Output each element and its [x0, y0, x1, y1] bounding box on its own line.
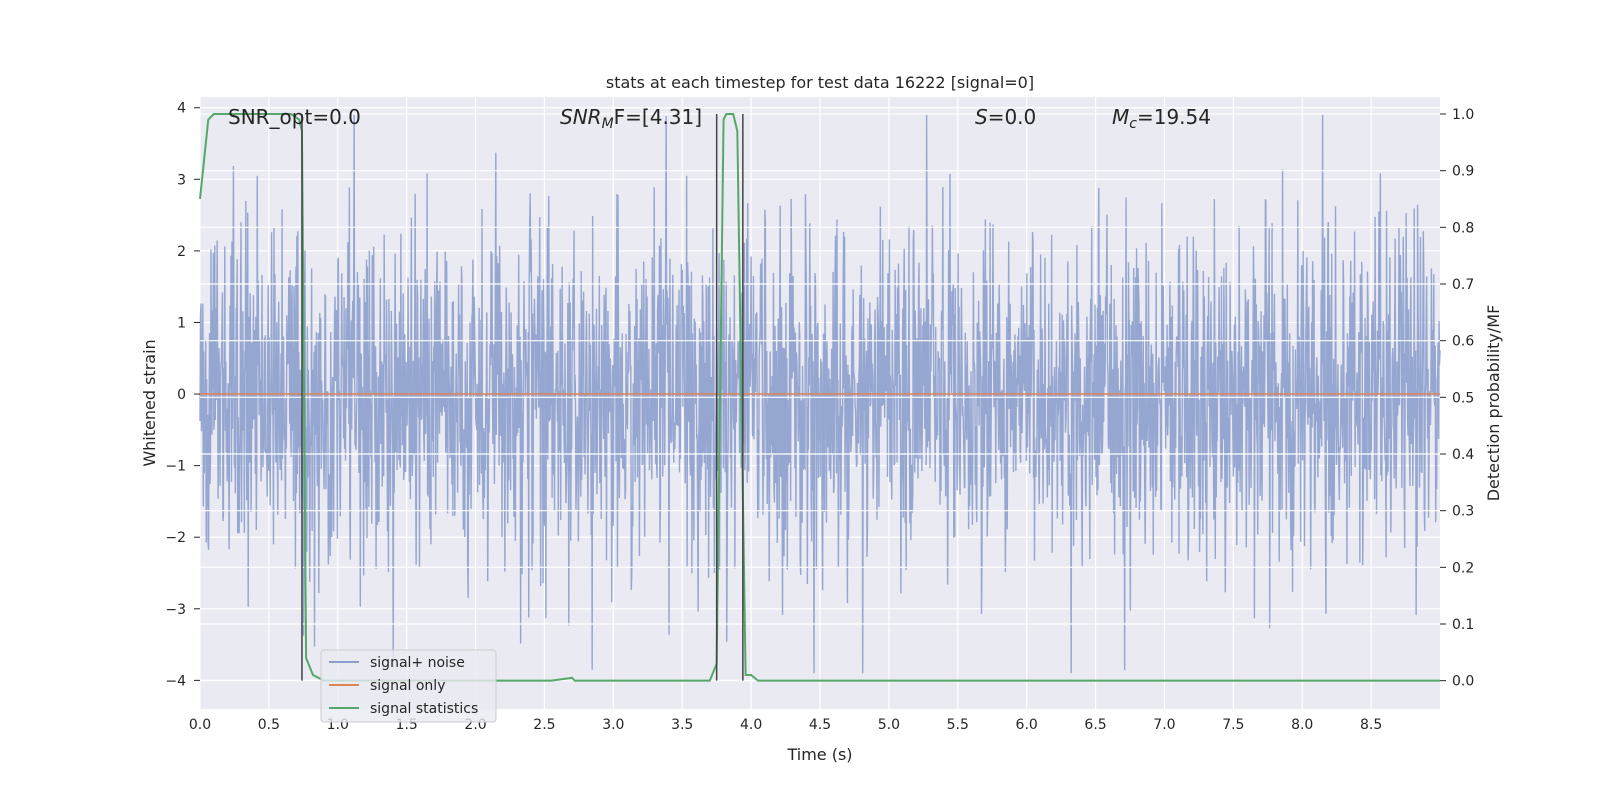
x-tick-label: 8.0 [1291, 717, 1313, 733]
y-tick-label: −1 [165, 459, 186, 475]
tick-layer: 0.0 0.5 1.0 1.5 2.0 2.5 3.0 3.5 4.0 4.5 5.0 5.5 6.0 6… [165, 101, 1474, 733]
legend-label-signal: signal only [370, 678, 445, 694]
x-tick-label: 0.0 [189, 717, 211, 733]
annotation-snr-opt: SNR_opt=0.0 [228, 105, 361, 129]
y-tick-label: −4 [165, 673, 186, 689]
series-layer [199, 114, 1441, 674]
y2-tick-label: 0.1 [1452, 617, 1474, 633]
legend-label-stats: signal statistics [370, 701, 478, 717]
annotation-s: S=0.0 [975, 105, 1036, 129]
y2-tick-label: 0.6 [1452, 334, 1474, 350]
vline-layer [301, 114, 744, 681]
y2-tick-label: 0.3 [1452, 504, 1474, 520]
x-tick-label: 8.5 [1360, 717, 1382, 733]
y-tick-label: 3 [177, 172, 186, 188]
y2-tick-label: 0.5 [1452, 390, 1474, 406]
y2-tick-label: 1.0 [1452, 107, 1474, 123]
y2-tick-label: 0.4 [1452, 447, 1474, 463]
x-tick-label: 4.0 [740, 717, 762, 733]
y-tick-label: −2 [165, 530, 186, 546]
x-tick-label: 7.5 [1222, 717, 1244, 733]
y2-grid-layer [200, 113, 1440, 682]
annotation-mc: Mc=19.54 [1112, 105, 1211, 132]
y2-tick-label: 0.2 [1452, 560, 1474, 576]
x-tick-label: 4.5 [809, 717, 831, 733]
x-tick-label: 3.5 [671, 717, 693, 733]
y-tick-label: 4 [177, 101, 186, 117]
legend-box [320, 649, 497, 723]
x-axis-label: Time (s) [786, 745, 852, 764]
legend: signal+ noise signal only signal statist… [320, 649, 497, 723]
x-tick-label: 5.5 [947, 717, 969, 733]
x-tick-label: 5.0 [878, 717, 900, 733]
y-axis-label: Whitened strain [140, 339, 159, 466]
y-tick-label: 2 [177, 244, 186, 260]
y2-axis-label: Detection probability/MF [1484, 305, 1503, 502]
y-tick-label: 0 [177, 387, 186, 403]
y2-tick-label: 0.8 [1452, 220, 1474, 236]
x-tick-label: 6.0 [1016, 717, 1038, 733]
x-tick-label: 7.0 [1153, 717, 1175, 733]
x-tick-label: 6.5 [1084, 717, 1106, 733]
y2-tick-label: 0.9 [1452, 164, 1474, 180]
y2-tick-label: 0.7 [1452, 277, 1474, 293]
chart-title: stats at each timestep for test data 162… [606, 73, 1034, 92]
y-tick-label: −3 [165, 602, 186, 618]
y2-tick-label: 0.0 [1452, 674, 1474, 690]
series-signal-noise [199, 114, 1441, 674]
x-tick-label: 0.5 [258, 717, 280, 733]
x-tick-label: 2.5 [533, 717, 555, 733]
annotation-snr-mf: SNRMF=[4.31] [560, 105, 702, 132]
legend-label-noise: signal+ noise [370, 655, 465, 671]
y-tick-label: 1 [177, 315, 186, 331]
x-tick-label: 3.0 [602, 717, 624, 733]
